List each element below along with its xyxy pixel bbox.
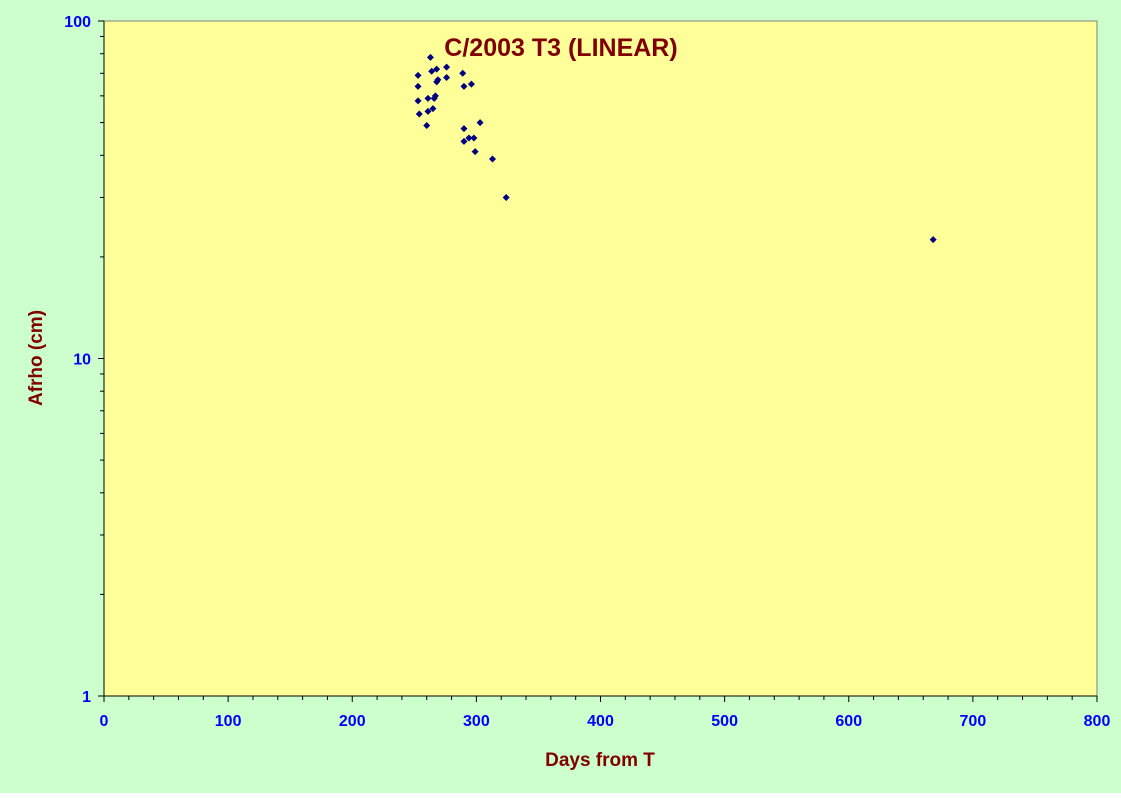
data-point	[460, 125, 468, 133]
data-point	[459, 69, 467, 77]
data-point	[424, 94, 432, 102]
x-tick-label: 0	[100, 713, 109, 730]
y-tick-label: 10	[73, 352, 91, 369]
x-tick-label: 400	[587, 713, 614, 730]
y-tick-label: 100	[64, 14, 91, 31]
data-point	[471, 148, 479, 156]
data-points	[414, 53, 937, 244]
data-point	[423, 122, 431, 130]
data-point	[502, 193, 510, 201]
x-tick-label: 300	[463, 713, 490, 730]
data-point	[414, 82, 422, 90]
x-tick-label: 500	[711, 713, 738, 730]
y-axis-label: Afrho (cm)	[26, 310, 47, 406]
data-point	[460, 137, 468, 145]
x-tick-label: 800	[1084, 713, 1111, 730]
data-point	[465, 134, 473, 142]
data-point	[414, 71, 422, 79]
data-point	[434, 76, 442, 84]
data-point	[929, 236, 937, 244]
data-point	[443, 74, 451, 82]
tick-labels: 0 100 200 300 400 500 600 700 800 1 10 100	[64, 14, 1110, 730]
data-point	[443, 63, 451, 71]
data-point	[415, 110, 423, 118]
chart-title: C/2003 T3 (LINEAR)	[444, 34, 677, 62]
data-point	[467, 80, 475, 88]
data-point	[433, 65, 441, 73]
data-point	[460, 82, 468, 90]
x-axis-label: Days from T	[545, 750, 655, 771]
tick-marks	[98, 20, 1098, 702]
data-point	[426, 53, 434, 61]
x-tick-label: 600	[835, 713, 862, 730]
x-tick-label: 200	[339, 713, 366, 730]
data-point	[424, 107, 432, 115]
y-tick-label: 1	[82, 689, 91, 706]
x-tick-label: 100	[215, 713, 242, 730]
data-point	[431, 92, 439, 100]
data-point	[489, 155, 497, 163]
data-point	[414, 97, 422, 105]
data-point	[429, 105, 437, 113]
data-point	[428, 67, 436, 75]
x-tick-label: 700	[960, 713, 987, 730]
data-point	[476, 119, 484, 127]
plot-area	[103, 20, 1098, 697]
data-point	[470, 134, 478, 142]
